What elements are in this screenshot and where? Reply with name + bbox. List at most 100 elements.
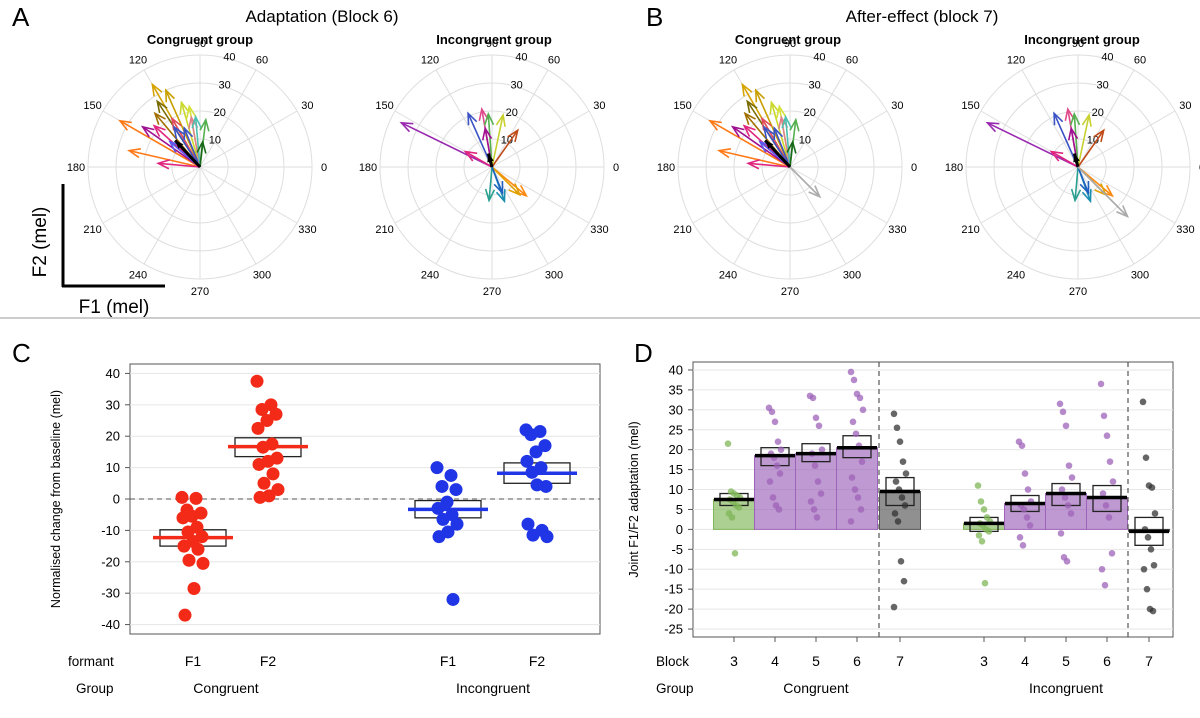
data-point: [849, 418, 857, 426]
polar-angle-label: 300: [253, 269, 271, 281]
x-category-label: 3: [730, 653, 738, 669]
polar-vector-arrowhead: [186, 104, 197, 119]
data-point: [1100, 412, 1108, 420]
x-category-label: F1: [185, 653, 202, 669]
polar-vector-arrowhead: [1081, 112, 1092, 127]
data-point: [818, 446, 826, 453]
data-point: [852, 430, 860, 438]
polar-angle-label: 30: [1179, 100, 1191, 112]
f1-axis-label: F1 (mel): [79, 297, 150, 318]
y-tick-label: 5: [676, 502, 683, 517]
polar-vector-arrowhead: [743, 111, 756, 126]
polar-spoke: [789, 166, 888, 224]
polar-vector: [732, 126, 791, 168]
data-point: [1067, 510, 1075, 517]
data-point: [776, 470, 784, 477]
polar-radial-label: 10: [209, 134, 221, 146]
polar-spoke: [143, 166, 201, 265]
polar-angle-label: 120: [421, 55, 439, 67]
polar-angle-label: 150: [961, 100, 979, 112]
polar-vector-arrowhead: [1064, 106, 1075, 122]
polar-spoke: [1077, 110, 1176, 168]
data-point: [769, 494, 777, 501]
data-point: [1056, 400, 1064, 408]
polar-angle-label: 270: [191, 286, 209, 298]
polar-radial-label: 30: [218, 79, 230, 91]
panel-letter-b: B: [646, 2, 663, 32]
data-point: [1143, 585, 1151, 593]
data-point: [980, 506, 988, 513]
panel-c-chart: 40 30 20 10 0 -10 -20 -30 -40 Normalised change f…: [49, 363, 601, 696]
polar-spoke: [199, 110, 298, 168]
x-category-label: 3: [980, 653, 988, 669]
polar-spoke: [102, 166, 201, 224]
polar-vector: [488, 166, 493, 201]
data-point: [1106, 458, 1114, 465]
x-category-label: F2: [529, 653, 546, 669]
y-tick-label: -5: [671, 542, 683, 557]
data-point: [897, 557, 905, 565]
y-tick-label: -40: [101, 617, 120, 632]
polar-vector-arrowhead: [175, 140, 184, 149]
polar-vector-arrowhead: [776, 104, 787, 119]
polar-angle-label: 240: [421, 269, 439, 281]
polar-vector-arrowhead: [773, 126, 784, 141]
polar-angle-label: 180: [657, 162, 675, 174]
x-category-label: 7: [1145, 653, 1153, 669]
polar-radial-label: 30: [510, 79, 522, 91]
polar-angle-label: 180: [359, 162, 377, 174]
data-point: [526, 528, 540, 542]
polar-angle-label: 210: [375, 224, 393, 236]
polar-angle-label: 330: [1176, 224, 1194, 236]
y-tick-label: -10: [664, 562, 683, 577]
polar-vector: [464, 150, 493, 168]
polar-spoke: [199, 166, 257, 265]
polar-angle-label: 60: [846, 55, 858, 67]
polar-radial-label: 10: [501, 134, 513, 146]
polar-angle-label: 240: [129, 269, 147, 281]
polar-spoke: [491, 69, 549, 168]
data-point: [891, 510, 899, 517]
polar-spoke: [1077, 166, 1176, 224]
polar-vector-arrowhead: [1081, 189, 1092, 204]
polar-vector: [987, 122, 1079, 168]
polar-vector-arrowhead: [508, 183, 522, 197]
data-point: [251, 421, 265, 435]
data-point: [177, 539, 191, 553]
polar-angle-label: 300: [843, 269, 861, 281]
polar-radial-label: 40: [515, 52, 527, 64]
data-point: [1018, 442, 1026, 449]
y-axis-label: Normalised change from baseline (mel): [49, 390, 63, 608]
polar-angle-label: 60: [548, 55, 560, 67]
data-point: [520, 454, 534, 468]
polar-spoke: [733, 166, 791, 265]
panel-letter-c: C: [12, 338, 31, 368]
polar-vector: [784, 116, 791, 168]
polar-spoke: [1021, 69, 1079, 168]
y-tick-label: 20: [106, 429, 120, 444]
polar-spoke: [1021, 166, 1079, 265]
polar-vector-arrowhead: [985, 121, 1000, 133]
polar-vector-arrowhead: [495, 112, 506, 127]
data-point: [898, 494, 906, 501]
data-point: [176, 511, 190, 525]
polar-vector-arrowhead: [493, 180, 504, 195]
x-category-label: F2: [260, 653, 277, 669]
polar-vector-arrowhead: [483, 111, 495, 126]
panel-letter-a: A: [12, 2, 30, 32]
data-point: [191, 542, 205, 556]
polar-vector-arrowhead: [196, 139, 207, 154]
row-label-block: Block: [656, 654, 689, 669]
y-tick-label: -20: [101, 554, 120, 569]
data-point: [814, 478, 822, 485]
data-point: [1065, 462, 1073, 469]
data-point: [540, 530, 554, 544]
data-point: [900, 577, 908, 585]
polar-vector: [491, 166, 504, 194]
polar-radial-label: 20: [804, 107, 816, 119]
data-point: [735, 504, 743, 511]
y-tick-label: 15: [669, 462, 683, 477]
polar-vector-arrowhead: [399, 121, 414, 133]
polar-spoke: [435, 166, 493, 265]
y-tick-label: 0: [676, 522, 683, 537]
